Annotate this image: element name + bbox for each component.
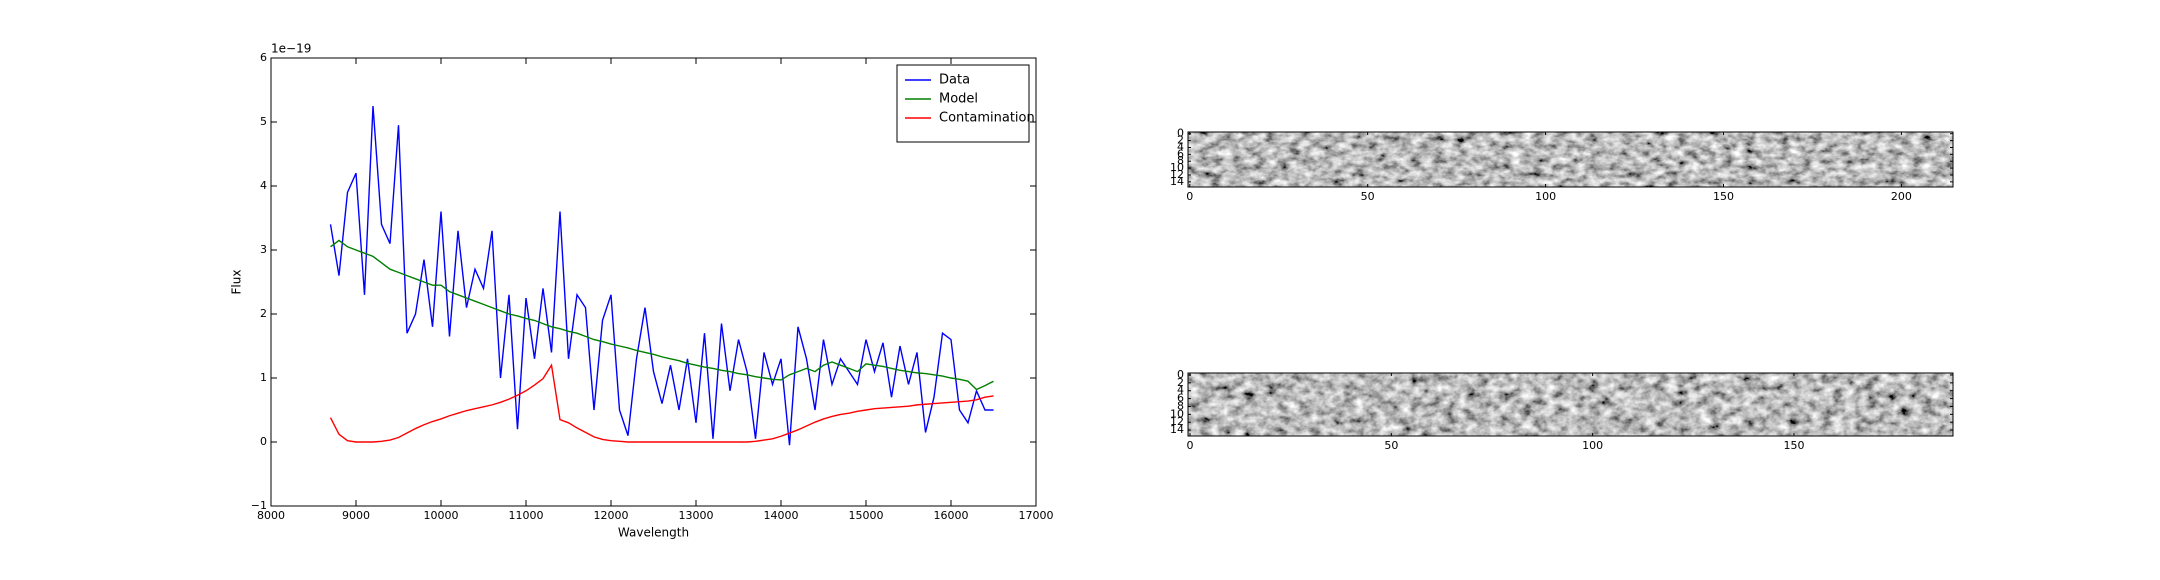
x-tick-label: 13000: [679, 509, 714, 522]
x-tick-label: 150: [1783, 439, 1804, 452]
y-tick-label: 5: [260, 115, 267, 128]
x-tick-label: 100: [1582, 439, 1603, 452]
y-tick-label: 8: [1177, 154, 1184, 167]
y-tick-label: 6: [1177, 392, 1184, 405]
x-tick-label: 8000: [257, 509, 285, 522]
y-tick-label: 2: [1177, 134, 1184, 147]
y-tick-label: 4: [260, 179, 267, 192]
x-tick-label: 11000: [509, 509, 544, 522]
y-tick-label: 3: [260, 243, 267, 256]
axes-frame: [270, 57, 1037, 507]
legend-label: Model: [939, 92, 978, 107]
x-tick-label: 0: [1187, 439, 1194, 452]
y-tick-label: 6: [1177, 147, 1184, 160]
y-tick-label: 0: [1177, 368, 1184, 381]
y-tick-label: 0: [260, 435, 267, 448]
y-tick-label: 8: [1177, 399, 1184, 412]
y-tick-label: 10: [1170, 161, 1184, 174]
legend-label: Data: [939, 73, 970, 88]
y-axis-label: Flux: [230, 270, 244, 295]
series-line: [329, 105, 994, 446]
y-tick-label: 4: [1177, 140, 1184, 153]
y-tick-label: 4: [1177, 384, 1184, 397]
y-tick-label: 2: [260, 307, 267, 320]
y-tick-label: 10: [1170, 407, 1184, 420]
y-tick-label: −1: [251, 499, 267, 512]
y-tick-label: 1: [260, 371, 267, 384]
x-tick-label: 0: [1186, 190, 1193, 203]
y-tick-label: 0: [1177, 127, 1184, 140]
x-tick-label: 17000: [1019, 509, 1054, 522]
y-offset-label: 1e−19: [271, 42, 311, 56]
image-texture: [1188, 373, 1953, 436]
legend-label: Contamination: [939, 111, 1035, 126]
x-tick-label: 15000: [849, 509, 884, 522]
x-tick-label: 9000: [342, 509, 370, 522]
image-texture: [1188, 132, 1953, 187]
y-tick-label: 2: [1177, 376, 1184, 389]
axes-frame: [1187, 131, 1954, 188]
legend-box: [896, 64, 1030, 143]
x-tick-label: 12000: [594, 509, 629, 522]
y-tick-label: 14: [1170, 423, 1184, 436]
x-tick-label: 150: [1713, 190, 1734, 203]
series-line: [329, 363, 994, 443]
x-axis-label: Wavelength: [618, 526, 689, 540]
y-tick-label: 12: [1170, 415, 1184, 428]
x-tick-label: 50: [1384, 439, 1398, 452]
x-tick-label: 50: [1361, 190, 1375, 203]
y-tick-label: 6: [260, 51, 267, 64]
x-tick-label: 200: [1891, 190, 1912, 203]
series-line: [330, 239, 994, 391]
x-tick-label: 14000: [764, 509, 799, 522]
x-tick-label: 10000: [424, 509, 459, 522]
x-tick-label: 100: [1535, 190, 1556, 203]
x-tick-label: 16000: [934, 509, 969, 522]
axes-frame: [1187, 372, 1954, 437]
y-tick-label: 14: [1170, 175, 1184, 188]
y-tick-label: 12: [1170, 168, 1184, 181]
